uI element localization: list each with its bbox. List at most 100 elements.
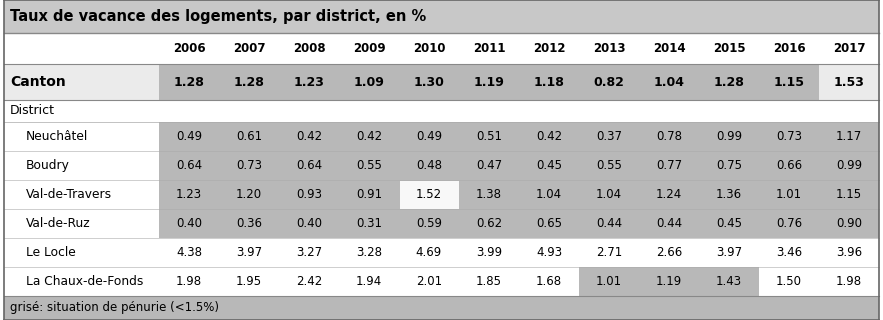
Text: 2014: 2014 — [653, 42, 685, 55]
Bar — [579, 267, 639, 296]
Text: 1.68: 1.68 — [536, 275, 562, 288]
Text: 3.97: 3.97 — [716, 246, 742, 259]
Text: 0.42: 0.42 — [356, 130, 382, 143]
Text: 0.36: 0.36 — [236, 217, 262, 230]
Text: 0.40: 0.40 — [176, 217, 202, 230]
Text: 1.24: 1.24 — [656, 188, 683, 201]
Bar — [159, 122, 879, 151]
Bar — [4, 100, 879, 296]
Text: 0.73: 0.73 — [236, 159, 262, 172]
Text: 0.99: 0.99 — [836, 159, 862, 172]
Text: Val-de-Ruz: Val-de-Ruz — [26, 217, 91, 230]
Bar — [639, 267, 699, 296]
Text: 0.31: 0.31 — [356, 217, 382, 230]
Text: 1.15: 1.15 — [774, 76, 804, 89]
Bar — [159, 151, 879, 180]
Bar — [4, 0, 879, 33]
Text: 0.40: 0.40 — [296, 217, 322, 230]
Text: 2009: 2009 — [352, 42, 385, 55]
Text: 0.76: 0.76 — [776, 217, 802, 230]
Text: grisé: situation de pénurie (<1.5%): grisé: situation de pénurie (<1.5%) — [10, 301, 219, 315]
Bar — [639, 64, 699, 100]
Text: 0.51: 0.51 — [476, 130, 502, 143]
Text: 2017: 2017 — [833, 42, 865, 55]
Text: 1.38: 1.38 — [476, 188, 502, 201]
Text: 0.90: 0.90 — [836, 217, 862, 230]
Text: 0.45: 0.45 — [716, 217, 742, 230]
Text: 1.30: 1.30 — [413, 76, 444, 89]
Text: 0.61: 0.61 — [236, 130, 262, 143]
Bar — [219, 64, 279, 100]
Bar — [159, 209, 879, 238]
Text: 3.96: 3.96 — [836, 246, 862, 259]
Bar — [159, 64, 219, 100]
Text: 1.17: 1.17 — [836, 130, 862, 143]
Bar — [699, 267, 759, 296]
Text: 1.04: 1.04 — [536, 188, 562, 201]
Text: Le Locle: Le Locle — [26, 246, 76, 259]
Text: District: District — [10, 105, 55, 117]
Text: 0.45: 0.45 — [536, 159, 562, 172]
Text: 1.01: 1.01 — [776, 188, 802, 201]
Text: 1.28: 1.28 — [713, 76, 744, 89]
Text: 0.91: 0.91 — [356, 188, 382, 201]
Bar — [759, 64, 819, 100]
Text: 0.93: 0.93 — [296, 188, 322, 201]
Text: 3.46: 3.46 — [776, 246, 802, 259]
Text: 0.73: 0.73 — [776, 130, 802, 143]
Text: 1.28: 1.28 — [234, 76, 264, 89]
Bar — [579, 64, 639, 100]
Text: Neuchâtel: Neuchâtel — [26, 130, 88, 143]
Text: 4.38: 4.38 — [176, 246, 202, 259]
Bar — [4, 33, 879, 64]
Text: 1.36: 1.36 — [716, 188, 742, 201]
Text: 0.64: 0.64 — [296, 159, 322, 172]
Text: 2016: 2016 — [773, 42, 805, 55]
Text: 1.09: 1.09 — [353, 76, 384, 89]
Text: 1.18: 1.18 — [533, 76, 564, 89]
Text: 4.93: 4.93 — [536, 246, 562, 259]
Text: 0.62: 0.62 — [476, 217, 502, 230]
Text: 2007: 2007 — [233, 42, 265, 55]
Text: 0.99: 0.99 — [716, 130, 742, 143]
Text: 1.23: 1.23 — [293, 76, 324, 89]
Text: 1.94: 1.94 — [356, 275, 382, 288]
Text: 0.64: 0.64 — [176, 159, 202, 172]
Bar — [339, 64, 399, 100]
Text: 2.66: 2.66 — [656, 246, 683, 259]
Text: 0.59: 0.59 — [416, 217, 442, 230]
Text: 1.53: 1.53 — [834, 76, 864, 89]
Text: 2008: 2008 — [292, 42, 325, 55]
Text: 0.47: 0.47 — [476, 159, 502, 172]
Text: 1.15: 1.15 — [836, 188, 862, 201]
Text: 1.19: 1.19 — [656, 275, 683, 288]
Text: 0.44: 0.44 — [656, 217, 682, 230]
Text: 1.20: 1.20 — [236, 188, 262, 201]
Text: 1.04: 1.04 — [596, 188, 622, 201]
Text: 1.23: 1.23 — [176, 188, 202, 201]
Text: 1.52: 1.52 — [416, 188, 442, 201]
Text: 2015: 2015 — [713, 42, 745, 55]
Text: Boudry: Boudry — [26, 159, 70, 172]
Text: 1.28: 1.28 — [174, 76, 205, 89]
Text: 0.77: 0.77 — [656, 159, 682, 172]
Text: 2011: 2011 — [472, 42, 505, 55]
Text: 3.99: 3.99 — [476, 246, 502, 259]
Text: 1.98: 1.98 — [176, 275, 202, 288]
Bar — [399, 180, 458, 209]
Text: 0.37: 0.37 — [596, 130, 622, 143]
Text: 0.42: 0.42 — [296, 130, 322, 143]
Text: 4.69: 4.69 — [416, 246, 442, 259]
Text: 0.49: 0.49 — [416, 130, 442, 143]
Text: 3.27: 3.27 — [296, 246, 322, 259]
Text: 1.50: 1.50 — [776, 275, 802, 288]
Text: 2010: 2010 — [412, 42, 445, 55]
Text: 2.71: 2.71 — [596, 246, 623, 259]
Text: 1.95: 1.95 — [236, 275, 262, 288]
Text: 2.01: 2.01 — [416, 275, 442, 288]
Text: 0.65: 0.65 — [536, 217, 562, 230]
Bar — [4, 64, 879, 100]
Text: 1.01: 1.01 — [596, 275, 622, 288]
Text: 3.28: 3.28 — [356, 246, 382, 259]
Text: 2006: 2006 — [173, 42, 206, 55]
